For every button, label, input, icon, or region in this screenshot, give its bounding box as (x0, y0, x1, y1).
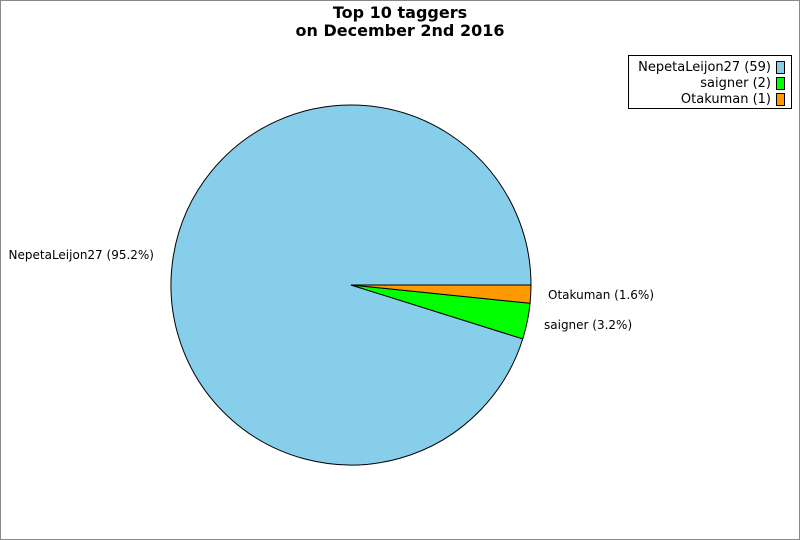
legend-swatch (776, 76, 785, 90)
slice-label-nepetaleijon27: NepetaLeijon27 (95.2%) (9, 248, 154, 262)
legend-label: NepetaLeijon27 (59) (638, 59, 771, 75)
legend-item-otakuman: Otakuman (1) (681, 91, 785, 107)
legend-label: Otakuman (1) (680, 91, 771, 107)
slice-label-saigner: saigner (3.2%) (544, 318, 632, 332)
chart-title: Top 10 taggers on December 2nd 2016 (1, 4, 799, 40)
pie-slice-otakuman (350, 284, 532, 304)
chart-title-line-2: on December 2nd 2016 (295, 21, 505, 40)
legend-swatch (776, 92, 785, 106)
chart-legend: NepetaLeijon27 (59) saigner (2) Otakuman… (628, 55, 792, 109)
legend-swatch (776, 60, 785, 74)
chart-title-line-1: Top 10 taggers (332, 3, 468, 22)
slice-label-otakuman: Otakuman (1.6%) (548, 288, 654, 302)
legend-label: saigner (2) (700, 75, 771, 91)
legend-item-nepetaleijon27: NepetaLeijon27 (59) (638, 59, 785, 75)
legend-item-saigner: saigner (2) (700, 75, 785, 91)
